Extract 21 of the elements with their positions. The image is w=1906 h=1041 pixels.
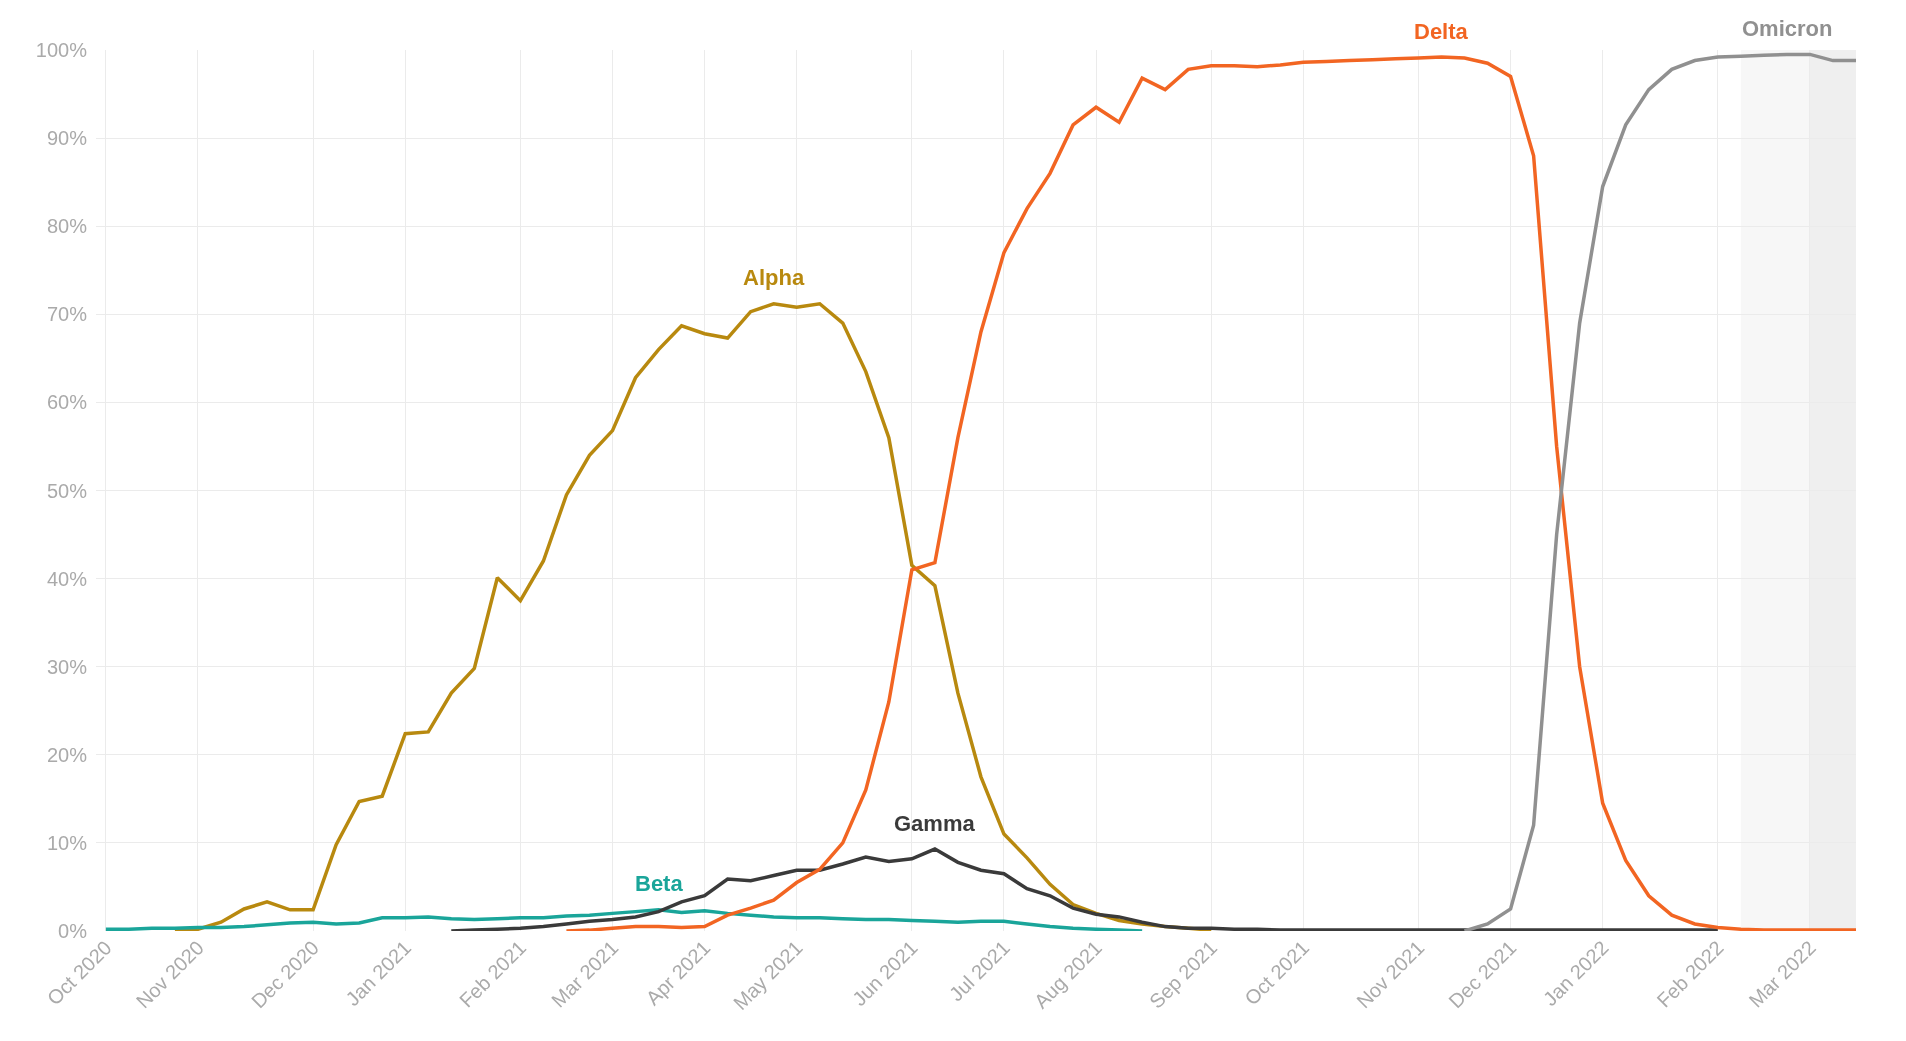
y-tick-label: 60% bbox=[46, 391, 88, 414]
series-label: Omicron bbox=[1742, 16, 1833, 41]
y-tick-label: 90% bbox=[46, 127, 88, 150]
line-series bbox=[564, 55, 1856, 931]
series-label: Alpha bbox=[743, 265, 805, 290]
y-tick-label: 10% bbox=[46, 831, 88, 854]
series-label: Beta bbox=[635, 871, 684, 896]
series-label: Delta bbox=[1414, 19, 1469, 44]
y-tick-label: 80% bbox=[46, 215, 88, 238]
line-series bbox=[173, 301, 1213, 931]
y-tick-label: 20% bbox=[46, 743, 88, 766]
line-series bbox=[104, 908, 1144, 931]
y-tick-label: 70% bbox=[46, 303, 88, 326]
line-series bbox=[1462, 52, 1856, 931]
y-tick-label: 30% bbox=[46, 655, 88, 678]
y-tick-label: 40% bbox=[46, 567, 88, 590]
y-tick-label: 50% bbox=[46, 479, 88, 502]
y-tick-label: 100% bbox=[35, 39, 88, 61]
series-label: Gamma bbox=[894, 811, 976, 836]
y-tick-label: 0% bbox=[58, 920, 88, 942]
line-series bbox=[449, 847, 1720, 931]
